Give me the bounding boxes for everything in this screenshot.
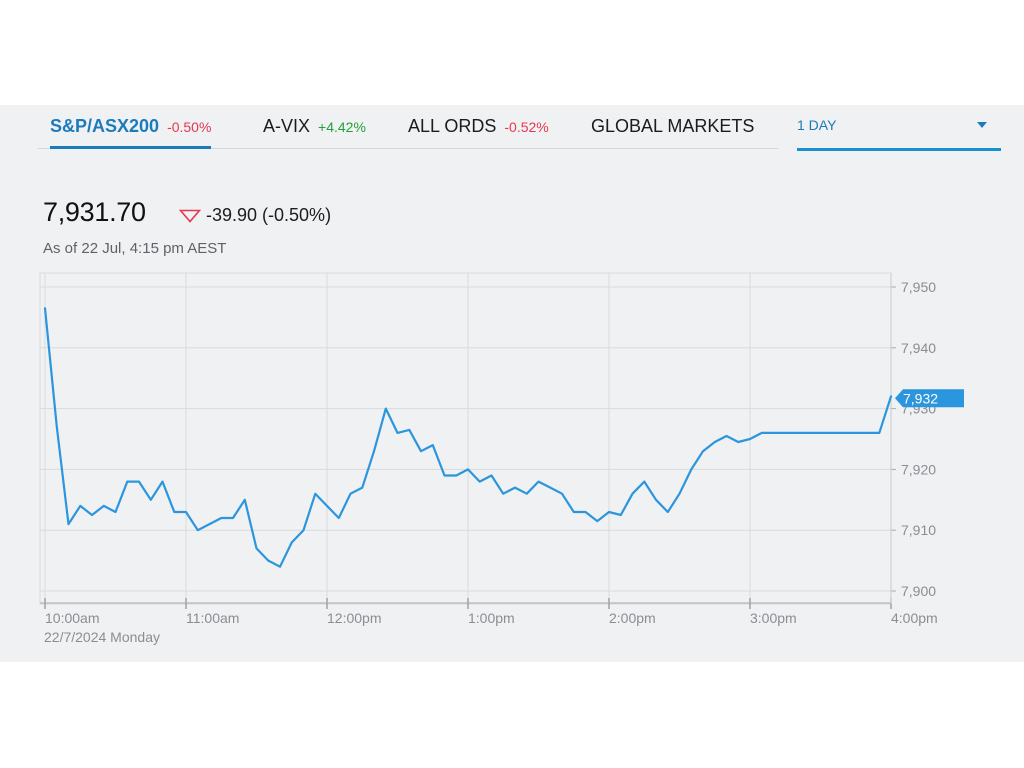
tab-label: GLOBAL MARKETS bbox=[591, 116, 755, 136]
x-tick-label: 12:00pm bbox=[327, 610, 381, 626]
y-tick-label: 7,940 bbox=[901, 340, 936, 356]
tab-global-markets[interactable]: GLOBAL MARKETS bbox=[591, 105, 754, 148]
y-tick-label: 7,920 bbox=[901, 461, 936, 477]
tab-change: -0.50% bbox=[167, 119, 212, 135]
period-label: 1 DAY bbox=[797, 117, 837, 133]
y-tick-label: 7,910 bbox=[901, 522, 936, 538]
x-tick-label: 11:00am bbox=[186, 610, 239, 626]
date-label: 22/7/2024 Monday bbox=[44, 629, 160, 645]
y-tick-label: 7,900 bbox=[901, 583, 936, 599]
chevron-down-icon bbox=[977, 122, 987, 128]
index-value: 7,931.70 bbox=[43, 197, 146, 227]
tab-label: A-VIX bbox=[263, 116, 311, 136]
triangle-down-icon bbox=[179, 209, 201, 223]
tab-change: -0.52% bbox=[504, 119, 549, 135]
y-tick-label: 7,950 bbox=[901, 279, 936, 295]
tab-change: +4.42% bbox=[318, 119, 366, 135]
x-tick-label: 4:00pm bbox=[891, 610, 938, 626]
index-change: -39.90 (-0.50%) bbox=[206, 205, 332, 225]
x-tick-label: 3:00pm bbox=[750, 610, 797, 626]
tab-a-vix[interactable]: A-VIX +4.42% bbox=[263, 105, 366, 148]
tab-label: S&P/ASX200 bbox=[50, 116, 160, 136]
index-tabs: S&P/ASX200 -0.50% A-VIX +4.42% ALL ORDS -0.… bbox=[38, 105, 778, 149]
tab-all-ords[interactable]: ALL ORDS -0.52% bbox=[408, 105, 549, 148]
market-panel: S&P/ASX200 -0.50% A-VIX +4.42% ALL ORDS -0.… bbox=[0, 105, 1024, 662]
current-value-flag-shape bbox=[895, 389, 964, 408]
period-select[interactable]: 1 DAY bbox=[797, 105, 1001, 151]
current-value-label: 7,932 bbox=[903, 390, 938, 406]
x-tick-label: 2:00pm bbox=[609, 610, 656, 626]
tab-label: ALL ORDS bbox=[408, 116, 497, 136]
current-value-flag: 7,932 bbox=[895, 389, 964, 408]
x-tick-label: 10:00am bbox=[45, 610, 99, 626]
tab-sp-asx200[interactable]: S&P/ASX200 -0.50% bbox=[50, 105, 212, 149]
as-of-timestamp: As of 22 Jul, 4:15 pm AEST bbox=[43, 240, 227, 257]
plot-frame bbox=[39, 272, 892, 605]
series-line bbox=[43, 307, 893, 568]
x-tick-label: 1:00pm bbox=[468, 610, 515, 626]
